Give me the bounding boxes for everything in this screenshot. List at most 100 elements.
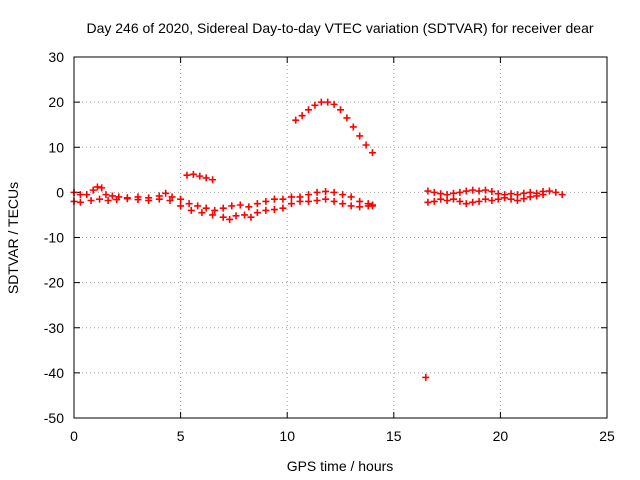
data-point [494, 195, 502, 203]
data-point [104, 196, 112, 204]
data-series [70, 195, 376, 223]
y-tick-label: -10 [44, 230, 64, 246]
data-point [533, 192, 541, 200]
data-point [456, 188, 464, 196]
data-point [189, 170, 197, 178]
data-point [443, 196, 451, 204]
data-point [247, 213, 255, 221]
x-tick-label: 25 [599, 428, 615, 444]
data-point [507, 195, 515, 203]
data-point [337, 106, 344, 114]
data-point [343, 114, 351, 122]
data-points [70, 98, 566, 381]
data-point [196, 172, 204, 180]
data-point [513, 191, 521, 199]
x-tick-label: 10 [279, 428, 295, 444]
x-tick-label: 0 [70, 428, 78, 444]
data-point [362, 141, 370, 149]
data-point [241, 211, 249, 219]
data-point [279, 195, 287, 203]
data-point [287, 193, 295, 201]
data-point [437, 195, 445, 203]
data-point [469, 186, 477, 194]
data-point [356, 132, 364, 140]
data-point [339, 191, 347, 199]
data-point [177, 195, 185, 203]
data-point [501, 194, 509, 202]
data-point [93, 183, 101, 191]
y-tick-label: 30 [48, 49, 64, 65]
data-point [356, 203, 364, 211]
data-point [83, 191, 91, 199]
data-point [330, 197, 338, 205]
data-point [202, 174, 210, 182]
data-point [209, 176, 217, 184]
data-point [76, 191, 84, 199]
data-point [279, 204, 287, 212]
data-point [113, 196, 121, 204]
data-point [449, 189, 457, 197]
data-point [313, 196, 321, 204]
data-point [488, 196, 496, 204]
data-point [262, 206, 270, 214]
data-point [462, 200, 470, 208]
data-series [183, 170, 217, 184]
y-axis-label: SDTVAR / TECUs [5, 182, 21, 294]
data-point [520, 195, 528, 203]
data-point [211, 206, 219, 214]
data-series [424, 186, 566, 199]
y-tick-label: -50 [44, 410, 64, 426]
data-point [481, 195, 489, 203]
data-point [185, 200, 193, 208]
data-point [145, 196, 153, 204]
y-tick-label: 10 [48, 139, 64, 155]
data-point [324, 98, 332, 106]
data-point [253, 209, 261, 217]
data-point [317, 98, 325, 106]
data-point [187, 206, 195, 214]
data-point [177, 202, 185, 210]
data-point [305, 191, 313, 199]
data-point [87, 196, 95, 204]
x-tick-label: 20 [493, 428, 509, 444]
data-point [322, 187, 330, 195]
data-point [545, 187, 553, 195]
data-point [488, 187, 496, 195]
data-point [430, 188, 438, 196]
data-point [162, 189, 170, 197]
data-point [368, 149, 376, 157]
data-point [311, 101, 319, 109]
data-point [539, 191, 547, 199]
data-point [526, 193, 534, 201]
y-tick-label: 20 [48, 94, 64, 110]
data-point [296, 197, 304, 205]
data-point [102, 191, 110, 199]
data-point [287, 200, 295, 208]
data-point [194, 202, 202, 210]
grid-lines [74, 57, 607, 418]
data-point [226, 215, 234, 223]
y-tick-labels: 30 20 10 0 -10 -20 -30 -40 -50 [44, 49, 64, 426]
data-point [330, 100, 338, 108]
y-tick-label: -20 [44, 275, 64, 291]
data-point [270, 195, 278, 203]
data-point [424, 198, 432, 206]
data-point [552, 188, 560, 196]
data-point [236, 201, 244, 209]
data-point [298, 112, 306, 120]
data-point [513, 196, 521, 204]
data-point [430, 197, 438, 205]
data-point [96, 195, 104, 203]
data-point [253, 200, 261, 208]
data-point [347, 193, 355, 201]
data-point [330, 188, 338, 196]
data-point [219, 204, 227, 212]
y-tick-label: -40 [44, 365, 64, 381]
data-point [262, 197, 270, 205]
data-point [108, 192, 116, 200]
data-point [232, 212, 240, 220]
data-point [219, 213, 227, 221]
data-point [322, 195, 330, 203]
y-tick-label: 0 [56, 184, 64, 200]
